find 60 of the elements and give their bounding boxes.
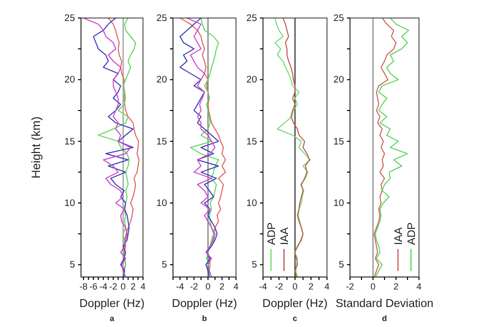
x-tick-label: 2 <box>219 281 225 292</box>
x-tick-label: 2 <box>393 281 399 292</box>
x-tick-label: 4 <box>324 281 330 292</box>
text: a <box>110 314 115 323</box>
text: b <box>202 314 208 323</box>
x-tick-label: -8 <box>79 281 88 292</box>
x-tick-label: 2 <box>308 281 314 292</box>
x-tick-label: 4 <box>416 281 422 292</box>
x-axis-title: Doppler (Hz) <box>172 298 238 310</box>
x-tick-label: 4 <box>233 281 239 292</box>
y-tick-label: 15 <box>246 136 257 148</box>
y-tick-label: 15 <box>64 136 75 148</box>
y-tick-label: 5 <box>162 260 167 271</box>
y-tick-label: 20 <box>333 74 344 86</box>
x-tick-label: -4 <box>258 281 268 292</box>
line-series <box>274 18 311 278</box>
x-tick-label: 0 <box>292 281 298 292</box>
text: ADP <box>406 222 418 245</box>
x-tick-label: 4 <box>140 281 146 292</box>
y-tick-label: 20 <box>156 74 167 86</box>
y-tick-label: 20 <box>246 74 257 86</box>
y-tick-label: 20 <box>64 74 75 86</box>
x-tick-label: -4 <box>176 281 184 292</box>
x-axis-title: Doppler (Hz) <box>79 298 145 310</box>
y-tick-label: 15 <box>156 136 167 148</box>
y-tick-label: 25 <box>333 13 344 24</box>
text: c <box>292 314 298 323</box>
line-series <box>374 18 410 278</box>
y-tick-label: 10 <box>246 198 257 210</box>
x-tick-label: -4 <box>99 281 108 292</box>
x-tick-label: 0 <box>370 281 376 292</box>
line-series <box>374 18 396 278</box>
x-tick-label: 2 <box>130 281 136 292</box>
x-tick-label: -2 <box>346 281 354 292</box>
line-series <box>180 18 226 278</box>
x-axis-title: Standard Deviation <box>336 298 434 310</box>
y-tick-label: 25 <box>64 13 75 24</box>
text: IAA <box>279 226 291 245</box>
y-tick-label: 10 <box>64 198 75 210</box>
y-tick-label: 5 <box>70 260 75 271</box>
x-tick-label: -2 <box>190 281 198 292</box>
x-tick-label: -6 <box>89 281 98 292</box>
y-tick-label: 25 <box>156 13 167 24</box>
y-tick-label: 5 <box>338 260 344 271</box>
text: ADP <box>266 222 278 245</box>
x-tick-label: -2 <box>109 281 118 292</box>
y-tick-label: 5 <box>252 260 257 271</box>
y-axis-title: Height (km) <box>29 116 43 179</box>
text: IAA <box>393 226 405 245</box>
x-tick-label: 0 <box>205 281 211 292</box>
y-tick-label: 10 <box>333 198 344 210</box>
text: d <box>382 314 388 323</box>
line-series <box>282 18 310 278</box>
x-tick-label: 0 <box>120 281 126 292</box>
x-axis-title: Doppler (Hz) <box>262 298 328 310</box>
y-tick-label: 15 <box>333 136 344 148</box>
line-series <box>180 18 219 278</box>
y-tick-label: 25 <box>246 13 257 24</box>
y-tick-label: 10 <box>156 198 167 210</box>
x-tick-label: -2 <box>274 281 284 292</box>
